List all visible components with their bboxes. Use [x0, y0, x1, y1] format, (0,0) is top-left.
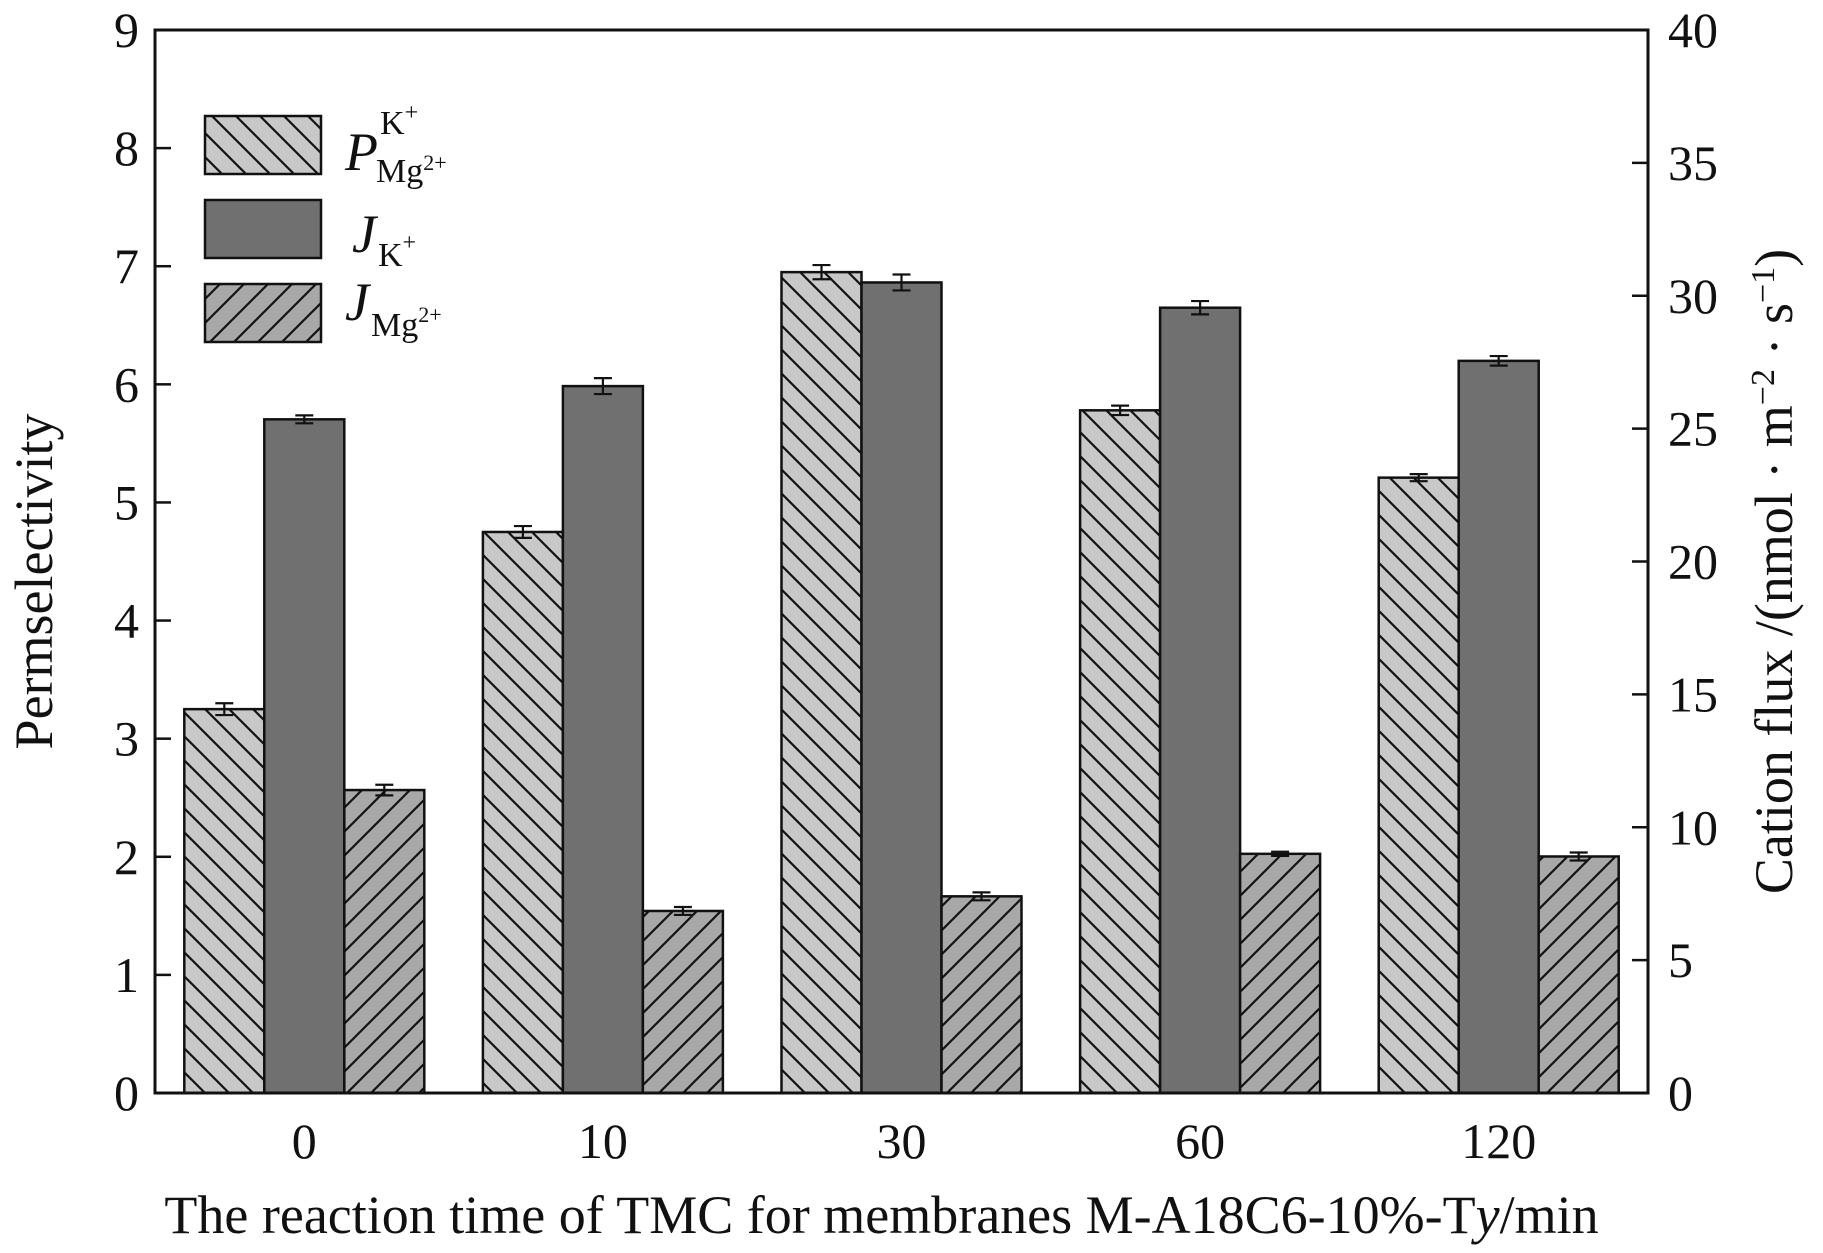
legend-swatch-permselectivity — [203, 114, 323, 176]
y2-axis-title-m-exponent: −2 — [1745, 369, 1782, 405]
left-axis-ticks: 0 1 2 3 4 5 6 7 8 9 — [114, 2, 171, 1121]
error-bar-s0-c1 — [513, 524, 532, 539]
left-tick-label: 2 — [114, 829, 139, 885]
bar-s1-c1 — [561, 384, 645, 1095]
bar-s1-c2 — [860, 281, 943, 1095]
x-tick-label: 30 — [877, 1113, 927, 1169]
right-tick-label: 15 — [1668, 666, 1718, 722]
bar-s2-c0 — [343, 788, 426, 1095]
x-tick-label: 60 — [1175, 1113, 1225, 1169]
error-bar-s2-c1 — [673, 905, 692, 917]
y2-axis-title-s-exponent: −1 — [1745, 267, 1782, 303]
left-tick-label: 6 — [114, 356, 139, 412]
bar-s1-c0 — [263, 418, 346, 1095]
legend-sub-mg-charge: 2+ — [423, 150, 446, 175]
left-tick-label: 1 — [114, 947, 139, 1003]
bar-s1-c3 — [1158, 306, 1242, 1095]
error-bars-layer — [215, 263, 1588, 917]
left-tick-label: 7 — [114, 238, 139, 294]
error-bar-s2-c0 — [375, 783, 394, 797]
right-tick-label: 25 — [1668, 401, 1718, 457]
right-tick-label: 5 — [1668, 932, 1693, 988]
left-tick-label: 9 — [114, 2, 139, 58]
bar-s2-c3 — [1238, 852, 1322, 1095]
bar-s0-c3 — [1078, 409, 1162, 1095]
error-bar-s0-c0 — [215, 702, 234, 717]
right-tick-label: 30 — [1668, 268, 1718, 324]
legend-main-p: P — [344, 122, 378, 182]
error-bar-s1-c3 — [1191, 299, 1210, 316]
y2-axis-title: Cation flux /(nmol · m−2 · s−1) — [1744, 249, 1804, 894]
x-axis-title: The reaction time of TMC for membranes M… — [164, 1185, 1598, 1245]
legend: PK+ Mg2+ JK+ JMg2+ — [203, 100, 447, 344]
x-axis-title-unit: /min — [1500, 1185, 1599, 1245]
legend-sub-mg2-charge: 2+ — [418, 302, 441, 327]
error-bar-s2-c3 — [1271, 850, 1290, 858]
right-axis-ticks: 0 5 10 15 20 25 30 35 40 — [1632, 2, 1718, 1121]
left-tick-label: 4 — [114, 593, 139, 649]
legend-sub-k-charge: + — [403, 230, 417, 256]
x-tick-label: 0 — [292, 1113, 317, 1169]
right-tick-label: 10 — [1668, 799, 1718, 855]
legend-label-flux-k: JK+ — [352, 204, 416, 274]
x-axis-tick-labels: 0 10 30 60 120 — [292, 1113, 1536, 1169]
left-tick-label: 5 — [114, 474, 139, 530]
y2-axis-title-main: Cation flux /(nmol · m — [1744, 405, 1804, 894]
error-bar-s0-c4 — [1409, 472, 1428, 483]
right-tick-label: 40 — [1668, 2, 1718, 58]
bar-s2-c4 — [1537, 855, 1620, 1095]
error-bar-s2-c4 — [1569, 851, 1588, 862]
legend-main-j-mg: J — [345, 272, 372, 332]
error-bar-s1-c1 — [593, 377, 612, 396]
y2-axis-title-mid: · s — [1744, 303, 1804, 369]
x-tick-label: 120 — [1461, 1113, 1536, 1169]
left-tick-label: 0 — [114, 1065, 139, 1121]
bar-s0-c1 — [481, 530, 565, 1095]
right-tick-label: 0 — [1668, 1065, 1693, 1121]
y-axis-title: Permselectivity — [4, 414, 64, 750]
left-tick-label: 8 — [114, 120, 139, 176]
error-bar-s1-c4 — [1489, 354, 1508, 367]
bar-s0-c0 — [183, 707, 266, 1095]
bar-s1-c4 — [1457, 359, 1540, 1095]
legend-sup-k: K — [380, 105, 405, 142]
y2-axis-title-end: ) — [1744, 249, 1804, 267]
x-axis-title-text: The reaction time of TMC for membranes M… — [164, 1185, 1475, 1245]
bar-s2-c2 — [940, 895, 1023, 1095]
legend-sup-k-charge: + — [405, 100, 419, 126]
error-bar-s1-c0 — [295, 414, 314, 425]
left-tick-label: 3 — [114, 711, 139, 767]
error-bar-s0-c2 — [812, 263, 831, 281]
legend-sub-mg2: Mg — [371, 307, 418, 344]
x-tick-label: 10 — [578, 1113, 628, 1169]
bar-s0-c4 — [1377, 476, 1460, 1095]
legend-swatch-flux-k — [203, 198, 323, 260]
right-tick-label: 20 — [1668, 534, 1718, 590]
error-bar-s0-c3 — [1111, 404, 1130, 417]
legend-main-j-k: J — [352, 204, 379, 264]
legend-swatch-flux-mg — [203, 282, 323, 344]
legend-label-flux-mg: JMg2+ — [345, 272, 442, 344]
bars-layer — [183, 270, 1620, 1095]
bar-s0-c2 — [780, 270, 863, 1095]
legend-sub-mg: Mg — [376, 153, 423, 190]
x-axis-title-variable: y — [1471, 1185, 1500, 1245]
error-bar-s1-c2 — [892, 273, 911, 292]
legend-sub-k: K — [378, 237, 403, 274]
bar-s2-c1 — [641, 909, 725, 1095]
error-bar-s2-c2 — [972, 891, 991, 902]
legend-label-permselectivity: PK+ Mg2+ — [344, 100, 447, 190]
right-tick-label: 35 — [1668, 135, 1718, 191]
